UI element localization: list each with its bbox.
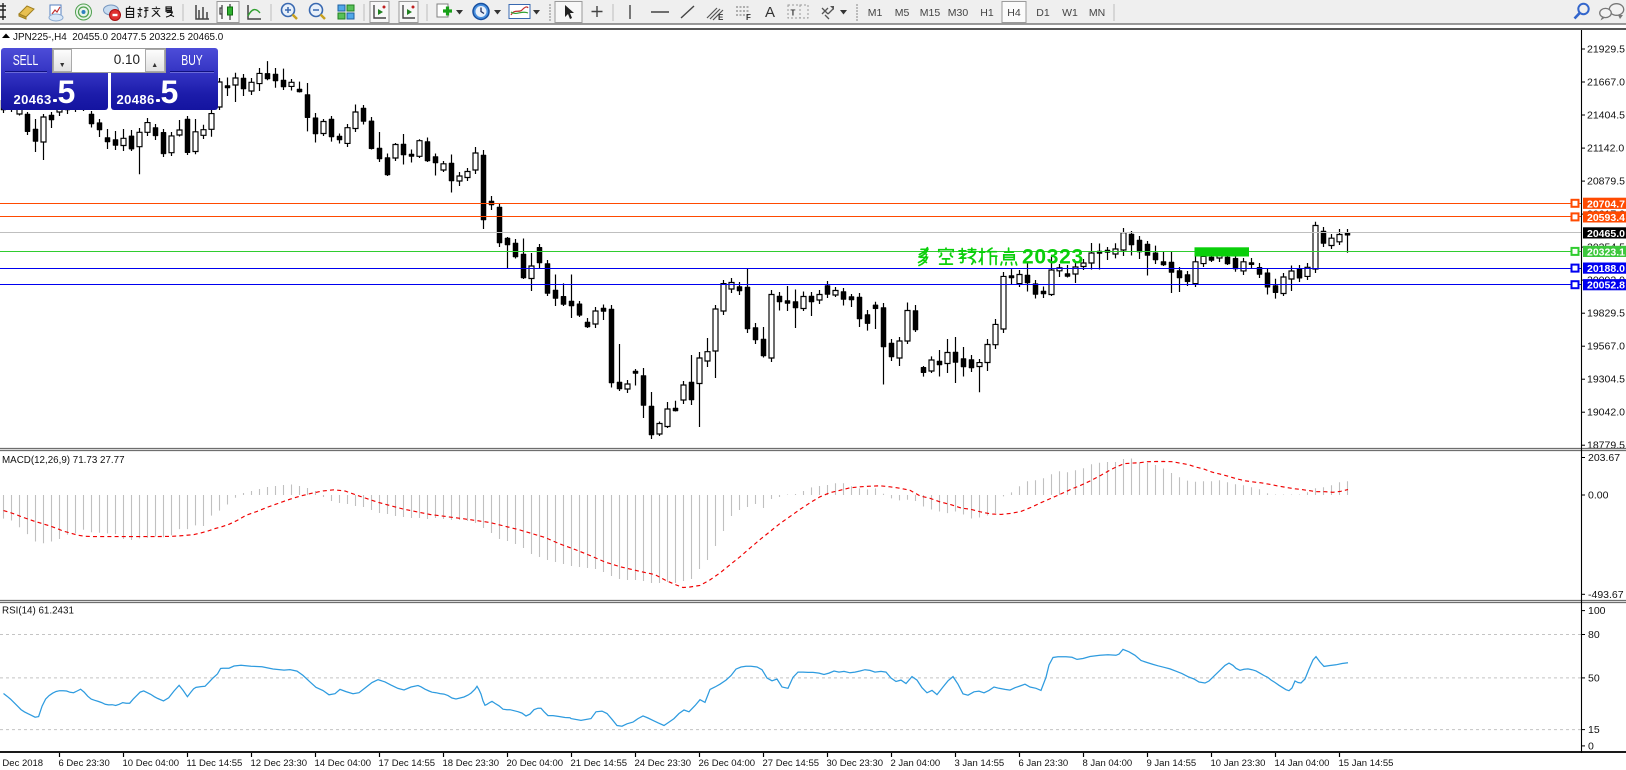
svg-text:21142.0: 21142.0 <box>1587 143 1624 155</box>
svg-text:21929.5: 21929.5 <box>1587 44 1625 56</box>
svg-text:21404.5: 21404.5 <box>1587 110 1625 122</box>
svg-text:26 Dec 04:00: 26 Dec 04:00 <box>699 758 756 769</box>
svg-text:20188.0: 20188.0 <box>1587 263 1625 275</box>
svg-text:19304.5: 19304.5 <box>1587 374 1625 386</box>
svg-text:21667.0: 21667.0 <box>1587 77 1625 89</box>
svg-text:D1: D1 <box>1036 7 1050 19</box>
svg-text:20323.1: 20323.1 <box>1587 246 1625 258</box>
svg-text:20704.7: 20704.7 <box>1587 198 1625 210</box>
svg-text:A: A <box>765 4 775 21</box>
svg-text:100: 100 <box>1588 605 1606 617</box>
svg-text:JPN225-,H4 20455.0 20477.5 20: JPN225-,H4 20455.0 20477.5 20322.5 20465… <box>13 32 224 43</box>
svg-text:RSI(14) 61.2431: RSI(14) 61.2431 <box>2 606 74 617</box>
svg-text:W1: W1 <box>1062 7 1078 19</box>
svg-text:18 Dec 23:30: 18 Dec 23:30 <box>443 758 500 769</box>
svg-text:M30: M30 <box>948 7 969 19</box>
svg-text:11 Dec 14:55: 11 Dec 14:55 <box>187 758 243 769</box>
svg-text:19567.0: 19567.0 <box>1587 341 1625 353</box>
svg-text:10 Dec 04:00: 10 Dec 04:00 <box>123 758 180 769</box>
svg-text:20052.8: 20052.8 <box>1587 280 1625 292</box>
svg-text:M15: M15 <box>920 7 941 19</box>
svg-text:MACD(12,26,9) 71.73 27.77: MACD(12,26,9) 71.73 27.77 <box>2 455 125 466</box>
svg-text:30 Dec 23:30: 30 Dec 23:30 <box>827 758 884 769</box>
svg-text:15: 15 <box>1588 724 1600 736</box>
svg-text:M1: M1 <box>868 7 883 19</box>
svg-text:8 Jan 04:00: 8 Jan 04:00 <box>1083 758 1133 769</box>
svg-text:2 Jan 04:00: 2 Jan 04:00 <box>891 758 941 769</box>
svg-text:20323: 20323 <box>1022 246 1084 269</box>
svg-text:15 Jan 14:55: 15 Jan 14:55 <box>1339 758 1394 769</box>
svg-text:MN: MN <box>1089 7 1105 19</box>
svg-text:3 Jan 14:55: 3 Jan 14:55 <box>955 758 1005 769</box>
svg-text:24 Dec 23:30: 24 Dec 23:30 <box>635 758 692 769</box>
svg-text:T: T <box>791 9 796 18</box>
svg-text:10 Jan 23:30: 10 Jan 23:30 <box>1211 758 1266 769</box>
svg-text:80: 80 <box>1588 629 1600 641</box>
svg-text:M5: M5 <box>895 7 910 19</box>
svg-text:19829.5: 19829.5 <box>1587 308 1625 320</box>
svg-text:0.00: 0.00 <box>1588 490 1609 502</box>
svg-text:0: 0 <box>1588 740 1594 752</box>
svg-text:20 Dec 04:00: 20 Dec 04:00 <box>507 758 564 769</box>
svg-text:27 Dec 14:55: 27 Dec 14:55 <box>763 758 820 769</box>
svg-text:14 Jan 04:00: 14 Jan 04:00 <box>1275 758 1330 769</box>
svg-text:E: E <box>718 13 724 22</box>
svg-text:F: F <box>746 13 751 22</box>
svg-text:20465.0: 20465.0 <box>1587 228 1625 240</box>
svg-text:14 Dec 04:00: 14 Dec 04:00 <box>315 758 372 769</box>
svg-text:12 Dec 23:30: 12 Dec 23:30 <box>251 758 308 769</box>
svg-text:-493.67: -493.67 <box>1588 589 1624 601</box>
svg-text:6 Jan 23:30: 6 Jan 23:30 <box>1019 758 1069 769</box>
svg-text:203.67: 203.67 <box>1588 452 1620 464</box>
svg-text:9 Jan 14:55: 9 Jan 14:55 <box>1147 758 1197 769</box>
svg-text:17 Dec 14:55: 17 Dec 14:55 <box>379 758 436 769</box>
svg-text:6 Dec 23:30: 6 Dec 23:30 <box>59 758 110 769</box>
svg-text:20879.5: 20879.5 <box>1587 176 1625 188</box>
svg-text:21 Dec 14:55: 21 Dec 14:55 <box>571 758 628 769</box>
svg-text:50: 50 <box>1588 672 1600 684</box>
svg-text:H4: H4 <box>1007 7 1021 19</box>
svg-text:5 Dec 2018: 5 Dec 2018 <box>0 758 43 769</box>
svg-text:19042.0: 19042.0 <box>1587 407 1625 419</box>
svg-text:20593.4: 20593.4 <box>1587 212 1625 224</box>
svg-text:H1: H1 <box>980 7 994 19</box>
